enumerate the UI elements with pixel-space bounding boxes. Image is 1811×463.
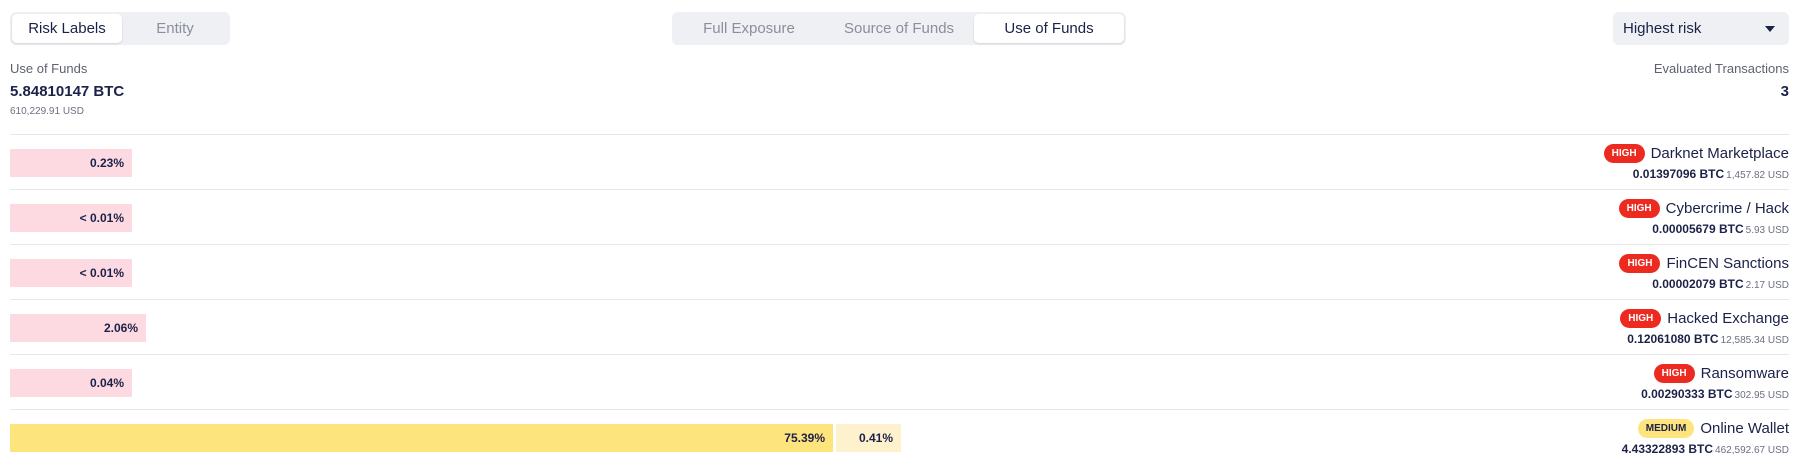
risk-usd-amount: 302.95 USD <box>1734 390 1789 401</box>
risk-row[interactable]: 75.39% 0.41% MEDIUM Online Wallet 4.43322893… <box>10 409 1789 463</box>
risk-row-info: HIGH FinCEN Sanctions 0.00002079 BTC 2.17 U… <box>1619 253 1789 291</box>
evaluated-transactions-count: 3 <box>1780 83 1789 100</box>
risk-row[interactable]: 0.04% HIGH Ransomware 0.00290333 BTC 302.95 … <box>10 354 1789 409</box>
risk-btc-amount: 0.12061080 BTC <box>1627 332 1719 346</box>
risk-exposure-list: 0.23% HIGH Darknet Marketplace 0.01397096 B… <box>10 134 1789 463</box>
risk-row[interactable]: 0.23% HIGH Darknet Marketplace 0.01397096 B… <box>10 134 1789 189</box>
risk-btc-amount: 0.00290333 BTC <box>1641 387 1733 401</box>
risk-category-name: FinCEN Sanctions <box>1666 255 1789 272</box>
exposure-bar: 0.41% <box>836 424 901 452</box>
risk-usd-amount: 2.17 USD <box>1745 280 1789 291</box>
risk-row-info: HIGH Ransomware 0.00290333 BTC 302.95 USD <box>1641 363 1789 401</box>
exposure-bar: < 0.01% <box>10 259 132 287</box>
risk-row[interactable]: < 0.01% HIGH Cybercrime / Hack 0.00005679 B… <box>10 189 1789 244</box>
risk-badge: HIGH <box>1618 199 1660 218</box>
risk-badge: MEDIUM <box>1637 419 1695 438</box>
risk-row-info: HIGH Hacked Exchange 0.12061080 BTC 12,585.… <box>1620 308 1789 346</box>
risk-category-name: Cybercrime / Hack <box>1665 200 1789 217</box>
risk-row-info: MEDIUM Online Wallet 4.43322893 BTC 462,592… <box>1622 418 1789 456</box>
risk-btc-amount: 0.00002079 BTC <box>1652 277 1744 291</box>
tab-source-of-funds[interactable]: Source of Funds <box>843 20 955 37</box>
exposure-bar: 75.39% <box>10 424 833 452</box>
tab-entity[interactable]: Entity <box>156 20 194 37</box>
risk-row-info: HIGH Cybercrime / Hack 0.00005679 BTC 5.93 … <box>1618 198 1789 236</box>
risk-row[interactable]: 2.06% HIGH Hacked Exchange 0.12061080 BTC 12… <box>10 299 1789 354</box>
risk-btc-amount: 0.00005679 BTC <box>1652 222 1744 236</box>
risk-category-name: Online Wallet <box>1700 420 1789 437</box>
summary-label: Use of Funds <box>10 61 88 76</box>
risk-badge: HIGH <box>1619 254 1661 273</box>
risk-row-info: HIGH Darknet Marketplace 0.01397096 BTC 1,4… <box>1603 143 1789 181</box>
risk-btc-amount: 4.43322893 BTC <box>1621 442 1714 456</box>
exposure-bar: < 0.01% <box>10 204 132 232</box>
tab-use-of-funds[interactable]: Use of Funds <box>974 14 1124 43</box>
risk-category-name: Ransomware <box>1700 365 1789 382</box>
risk-category-name: Darknet Marketplace <box>1650 145 1789 162</box>
risk-view-toggle: Risk Labels Entity <box>10 12 230 45</box>
risk-usd-amount: 1,457.82 USD <box>1726 170 1789 181</box>
chevron-down-icon <box>1765 25 1775 32</box>
evaluated-transactions-label: Evaluated Transactions <box>1653 61 1789 76</box>
sort-dropdown[interactable]: Highest risk <box>1613 12 1789 45</box>
summary-btc-amount: 5.84810147 BTC <box>10 83 125 100</box>
risk-badge: HIGH <box>1620 309 1662 328</box>
risk-usd-amount: 462,592.67 USD <box>1715 445 1789 456</box>
risk-category-name: Hacked Exchange <box>1667 310 1789 327</box>
exposure-bar: 2.06% <box>10 314 146 342</box>
risk-badge: HIGH <box>1653 364 1695 383</box>
sort-dropdown-value: Highest risk <box>1623 20 1702 37</box>
tab-risk-labels[interactable]: Risk Labels <box>12 14 122 43</box>
risk-usd-amount: 12,585.34 USD <box>1720 335 1789 346</box>
exposure-bar: 0.23% <box>10 149 132 177</box>
risk-btc-amount: 0.01397096 BTC <box>1632 167 1725 181</box>
risk-badge: HIGH <box>1603 144 1645 163</box>
exposure-bar: 0.04% <box>10 369 132 397</box>
risk-usd-amount: 5.93 USD <box>1745 225 1789 236</box>
summary-usd-amount: 610,229.91 USD <box>10 106 84 117</box>
exposure-direction-toggle: Full Exposure Source of Funds Use of Fun… <box>672 12 1126 45</box>
tab-full-exposure[interactable]: Full Exposure <box>703 20 795 37</box>
risk-row[interactable]: < 0.01% HIGH FinCEN Sanctions 0.00002079 BT… <box>10 244 1789 299</box>
